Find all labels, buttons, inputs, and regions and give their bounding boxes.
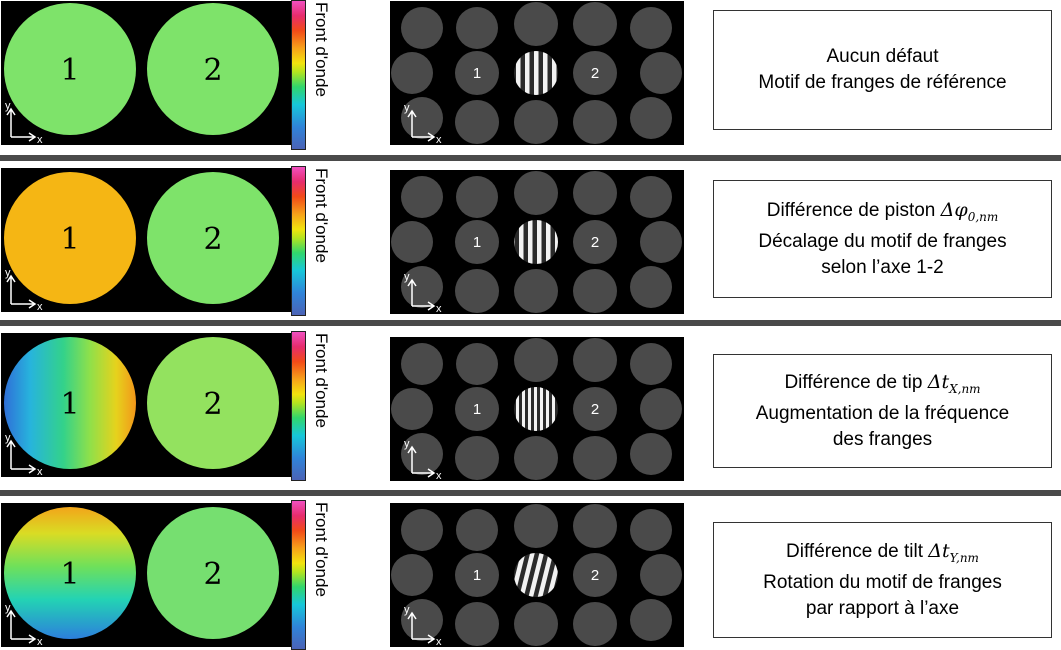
colorbar-label: Front d'onde (312, 502, 331, 597)
interference-fringes (514, 51, 558, 95)
axis-icon (6, 609, 37, 644)
description-title: Différence de piston Δφ0,nm (766, 198, 999, 224)
aperture-2-label: 2 (203, 222, 222, 257)
axis-icon (6, 274, 37, 309)
hole-1-label: 1 (473, 401, 481, 418)
description-line: des franges (832, 429, 933, 451)
math-symbol: Δt (928, 539, 950, 562)
math-symbol: Δt (927, 370, 950, 393)
aperture-2-disc (147, 3, 279, 135)
wavefront-panel-tip: 1 2 y x (1, 333, 291, 477)
aperture-1-label: 1 (60, 222, 79, 257)
axis-y-label: y (404, 102, 410, 114)
description-line: par rapport à l’axe (805, 598, 960, 620)
wavefront-panel-piston: 1 2 y x (1, 168, 291, 312)
axis-x-label: x (436, 134, 442, 145)
description-box-tip: Différence de tip ΔtX,nm Augmentation de… (713, 354, 1052, 468)
aperture-1-label: 1 (60, 557, 79, 592)
aperture-1-label: 1 (60, 387, 79, 422)
hole-1-label: 1 (473, 567, 481, 584)
fringe-panel-tip: 1 2 y x (390, 337, 684, 481)
colorbar-label: Front d'onde (312, 2, 331, 97)
colorbar (291, 331, 306, 481)
hole-2-label: 2 (591, 234, 599, 251)
axis-x-label: x (436, 303, 442, 314)
row-separator (0, 320, 1061, 326)
colorbar-label: Front d'onde (312, 168, 331, 263)
math-subscript: 0,nm (967, 209, 999, 224)
description-title: Différence de tilt ΔtY,nm (786, 539, 979, 565)
colorbar (291, 500, 306, 650)
aperture-1-disc (4, 3, 136, 135)
aperture-2-disc (147, 172, 279, 304)
description-line: Augmentation de la fréquence (755, 403, 1010, 425)
axis-icon (6, 439, 37, 474)
pupil-holes (391, 504, 682, 646)
axis-icon (6, 107, 37, 142)
aperture-1-disc (4, 172, 136, 304)
description-line: selon l’axe 1-2 (821, 257, 944, 279)
math-symbol: Δφ (940, 198, 968, 221)
aperture-2-label: 2 (203, 53, 222, 88)
axis-y-label: y (404, 271, 410, 283)
description-box-reference: Aucun défaut Motif de franges de référen… (713, 10, 1052, 130)
aperture-2-label: 2 (203, 387, 222, 422)
axis-icon (407, 278, 436, 311)
hole-2-label: 2 (591, 401, 599, 418)
aperture-2-label: 2 (203, 557, 222, 592)
wavefront-panel-tilt: 1 2 y x (1, 503, 291, 647)
aperture-1-disc (4, 337, 136, 469)
description-line: Motif de franges de référence (758, 72, 1007, 93)
colorbar-label: Front d'onde (312, 333, 331, 428)
axis-x-label: x (37, 636, 43, 647)
axis-y-label: y (5, 432, 11, 444)
axis-x-label: x (436, 470, 442, 481)
interference-fringes (514, 387, 558, 431)
description-line: Décalage du motif de franges (758, 231, 1007, 253)
description-box-tilt: Différence de tilt ΔtY,nm Rotation du mo… (713, 522, 1052, 638)
axis-x-label: x (37, 301, 43, 312)
aperture-2-disc (147, 337, 279, 469)
row-separator (0, 155, 1061, 161)
math-subscript: Y,nm (949, 550, 979, 565)
hole-2-label: 2 (591, 567, 599, 584)
axis-x-label: x (37, 134, 43, 145)
axis-icon (407, 611, 436, 644)
pupil-holes (391, 2, 682, 144)
hole-2-label: 2 (591, 65, 599, 82)
hole-1-label: 1 (473, 234, 481, 251)
description-title: Différence de tip ΔtX,nm (784, 370, 981, 396)
fringe-panel-tilt: 1 2 y x (390, 503, 684, 647)
description-box-piston: Différence de piston Δφ0,nm Décalage du … (713, 180, 1052, 298)
fringe-svg-tip: 1 2 y x (391, 338, 682, 481)
aperture-1-disc (4, 507, 136, 639)
fringe-panel-reference: 1 2 y x (390, 1, 684, 145)
axis-y-label: y (5, 100, 11, 112)
axis-x-label: x (37, 466, 43, 477)
pupil-holes (391, 338, 682, 480)
axis-icon (407, 109, 436, 142)
colorbar (291, 0, 306, 150)
fringe-svg-reference: 1 2 y x (391, 2, 682, 145)
axis-y-label: y (5, 602, 11, 614)
axis-y-label: y (404, 438, 410, 450)
hole-1-label: 1 (473, 65, 481, 82)
row-separator (0, 490, 1061, 496)
axis-y-label: y (5, 267, 11, 279)
wavefront-panel-reference: 1 2 y x (1, 1, 291, 145)
axis-y-label: y (404, 604, 410, 616)
aperture-1-label: 1 (60, 53, 79, 88)
description-line: Rotation du motif de franges (763, 572, 1002, 594)
colorbar (291, 166, 306, 316)
fringe-panel-piston: 1 2 y x (390, 170, 684, 314)
fringe-svg-piston: 1 2 y x (391, 171, 682, 314)
interference-fringes (514, 553, 558, 597)
fringe-svg-tilt: 1 2 y x (391, 504, 682, 647)
description-title: Aucun défaut (826, 46, 939, 67)
axis-x-label: x (436, 636, 442, 647)
interference-fringes (514, 220, 558, 264)
axis-icon (407, 445, 436, 478)
aperture-2-disc (147, 507, 279, 639)
math-subscript: X,nm (949, 381, 981, 396)
